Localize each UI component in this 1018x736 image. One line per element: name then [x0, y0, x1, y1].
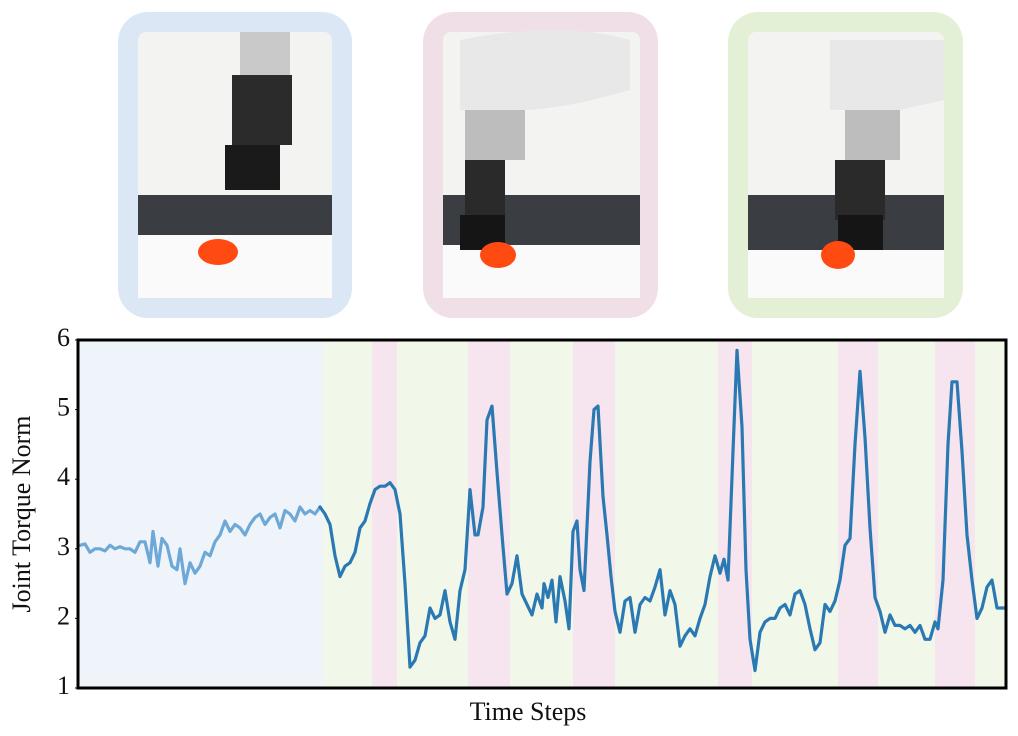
photo-frame: [118, 12, 352, 318]
y-tick-label: 6: [57, 323, 70, 352]
phase-band: [323, 340, 372, 688]
phase-band: [78, 340, 323, 688]
x-axis-label: Time Steps: [470, 697, 587, 726]
photo-panels: [118, 12, 963, 318]
phase-band: [975, 340, 1006, 688]
phase-band: [510, 340, 573, 688]
phase-band: [372, 340, 397, 688]
phase-band: [468, 340, 510, 688]
phase-band: [752, 340, 838, 688]
plot-frame: [76, 338, 1008, 690]
series-line: [78, 505, 322, 586]
photo-frame: [423, 12, 658, 318]
phase-band: [573, 340, 615, 688]
phase-band: [878, 340, 935, 688]
phase-band: [615, 340, 718, 688]
plot-area: [75, 339, 1006, 689]
series-line: [318, 348, 1006, 673]
y-tick-label: 5: [57, 393, 70, 422]
phase-band: [935, 340, 975, 688]
y-tick-label: 2: [57, 601, 70, 630]
y-axis-label: Joint Torque Norm: [7, 415, 36, 612]
y-tick-label: 3: [57, 532, 70, 561]
y-tick-label: 4: [57, 462, 70, 491]
photo-frame: [728, 12, 963, 318]
y-tick-label: 1: [57, 671, 70, 700]
